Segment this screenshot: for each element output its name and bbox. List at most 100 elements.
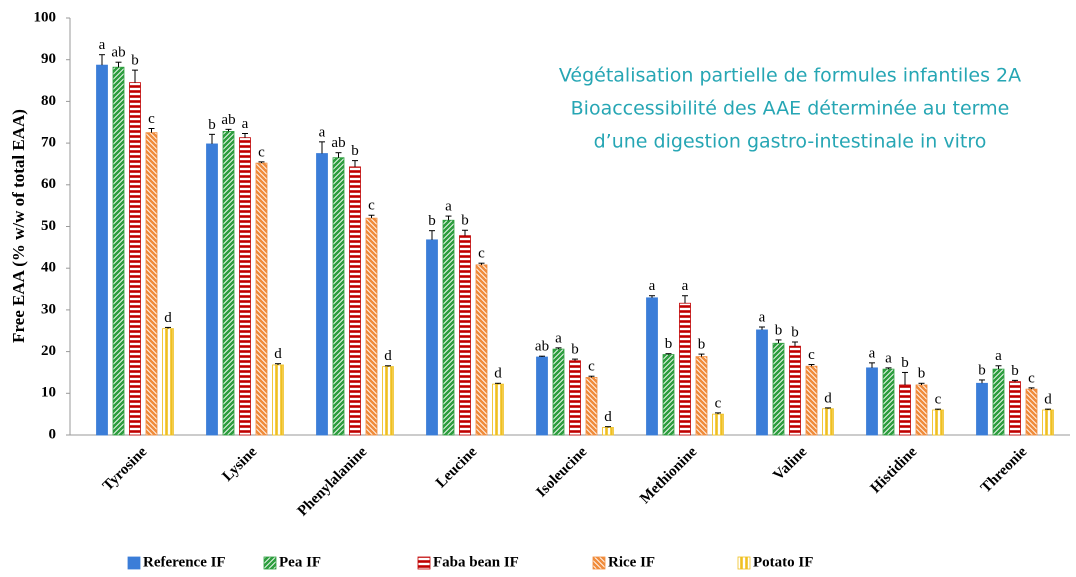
bar (899, 384, 911, 436)
error-bar (368, 214, 375, 219)
error-bar (385, 365, 391, 367)
significance-label: b (131, 53, 139, 69)
x-tick-label: Methionine (637, 444, 700, 507)
error-bar (825, 407, 831, 409)
bar (712, 413, 724, 436)
error-bar (1028, 387, 1035, 390)
significance-label: ab (535, 339, 549, 355)
bar (646, 297, 658, 436)
bar (1009, 381, 1021, 436)
significance-label: d (494, 366, 502, 382)
error-bar (682, 295, 688, 304)
bar (382, 366, 394, 436)
error-bar (539, 355, 545, 358)
x-tick-label: Leucine (433, 444, 480, 491)
bar (789, 345, 801, 436)
error-bar (698, 353, 705, 357)
significance-label: c (715, 395, 722, 411)
error-bar (209, 133, 215, 144)
bar (585, 377, 598, 436)
x-tick-label: Isoleucine (534, 444, 591, 501)
annotation: d’une digestion gastro-intestinale in vi… (594, 131, 987, 153)
error-bar (242, 133, 248, 138)
bar (805, 365, 818, 436)
y-tick-label: 50 (41, 218, 56, 234)
x-tick-label: Phenylalanine (295, 444, 371, 520)
legend-label: Pea IF (279, 554, 321, 570)
bar (129, 82, 141, 436)
bar (915, 384, 928, 436)
error-bar (478, 262, 485, 265)
bar (96, 64, 108, 436)
bar (162, 328, 174, 436)
bar (756, 329, 768, 436)
error-bar (918, 382, 925, 385)
significance-label: c (368, 198, 375, 214)
y-tick-label: 90 (41, 51, 56, 67)
error-bar (225, 128, 232, 132)
significance-label: c (935, 392, 942, 408)
error-bar (665, 353, 672, 355)
error-bar (165, 326, 171, 329)
error-bar (649, 295, 655, 298)
bar (662, 354, 675, 436)
y-tick-label: 40 (41, 260, 56, 276)
legend-swatch (737, 556, 751, 570)
error-bar (495, 382, 501, 385)
error-bar (275, 363, 281, 365)
error-bar (775, 339, 782, 344)
error-bar (352, 160, 358, 167)
significance-label: b (901, 355, 909, 371)
error-bar (115, 61, 122, 68)
significance-label: b (1011, 363, 1019, 379)
significance-label: b (665, 336, 673, 352)
significance-label: c (258, 144, 265, 160)
significance-label: d (604, 409, 612, 425)
bar (426, 239, 438, 436)
bar (442, 219, 455, 436)
error-bar (555, 347, 562, 350)
y-tick-label: 60 (41, 176, 56, 192)
significance-label: a (869, 345, 876, 361)
legend-swatch (592, 556, 606, 570)
bar (239, 137, 251, 436)
significance-label: b (208, 117, 216, 133)
bar (695, 356, 708, 436)
annotation: Bioaccessibilité des AAE déterminée au t… (571, 98, 1010, 120)
error-bar (429, 230, 435, 240)
significance-label: b (775, 322, 783, 338)
bar (866, 367, 878, 436)
significance-label: b (918, 366, 926, 382)
significance-label: a (445, 199, 452, 215)
error-bar (572, 358, 578, 361)
x-tick-label: Histidine (868, 444, 921, 497)
error-bar (588, 375, 595, 378)
bar (976, 382, 988, 436)
significance-label: c (808, 347, 815, 363)
bar (222, 131, 235, 436)
bar (679, 302, 691, 436)
bar (459, 235, 471, 436)
bar (349, 166, 361, 436)
significance-label: b (978, 362, 986, 378)
error-bar (759, 326, 765, 330)
error-bar (335, 152, 342, 158)
bar (492, 383, 504, 436)
x-tick-label: Lysine (219, 444, 260, 485)
significance-label: a (319, 124, 326, 140)
legend-swatch (127, 556, 141, 570)
significance-label: b (571, 342, 579, 358)
bar (145, 132, 158, 436)
x-tick-label: Threonie (978, 444, 1031, 497)
significance-label: c (588, 359, 595, 375)
significance-label: ab (221, 112, 235, 128)
significance-label: c (148, 111, 155, 127)
x-tick-label: Valine (770, 444, 810, 484)
bar (316, 153, 328, 436)
bar (882, 368, 895, 436)
bar (1042, 409, 1054, 436)
error-bar (995, 365, 1002, 370)
error-bar (1012, 379, 1018, 382)
x-tick-label: Tyrosine (100, 444, 151, 495)
